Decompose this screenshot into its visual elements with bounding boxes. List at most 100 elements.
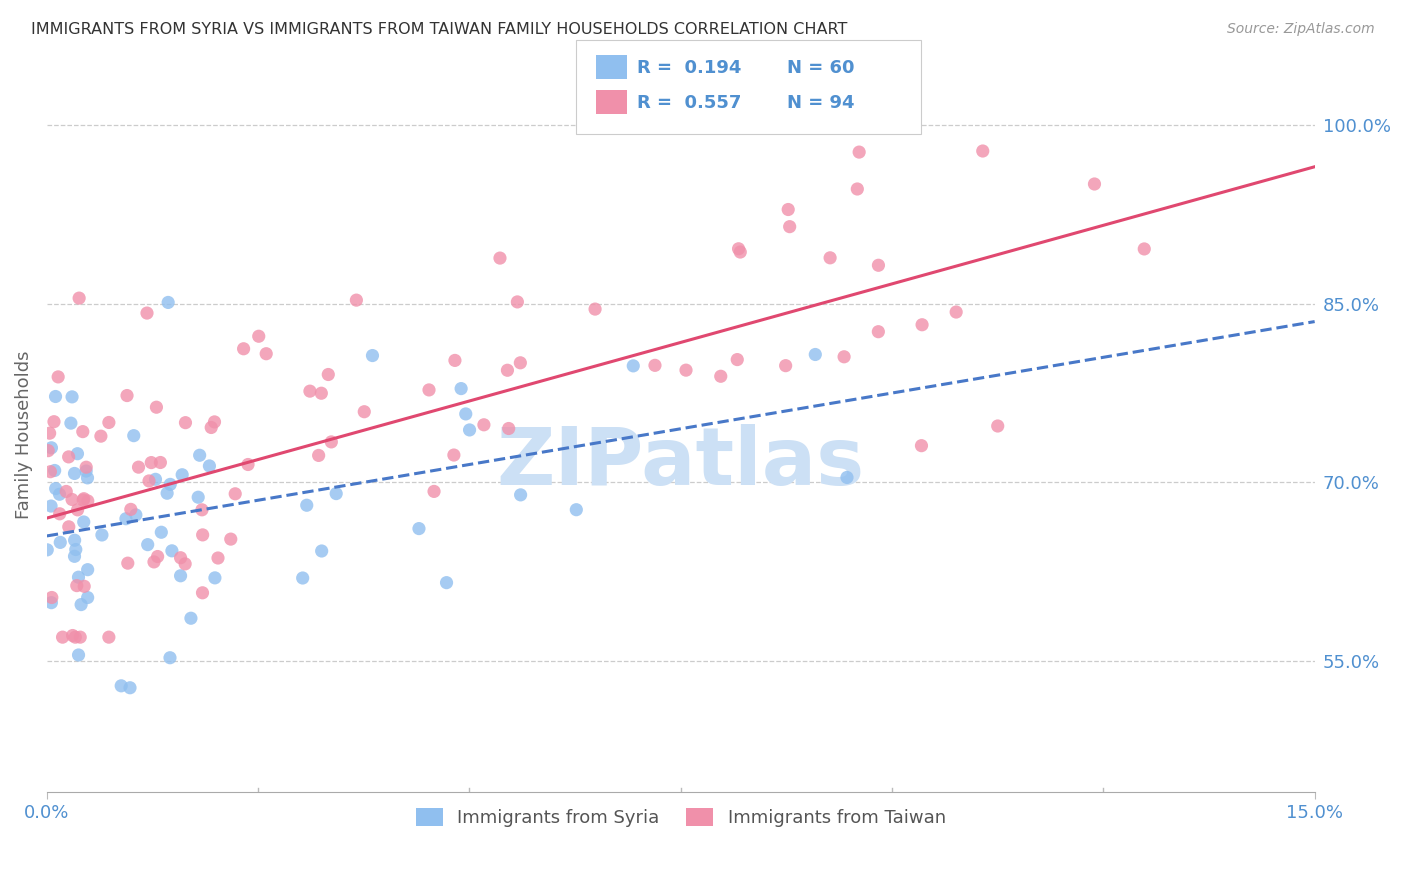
Point bbox=[160, 544, 183, 558]
Point bbox=[136, 538, 159, 552]
Point bbox=[63, 549, 86, 564]
Point bbox=[149, 455, 172, 469]
Point bbox=[247, 329, 270, 343]
Point bbox=[910, 439, 932, 453]
Point bbox=[344, 293, 367, 307]
Point bbox=[418, 383, 440, 397]
Point bbox=[90, 429, 112, 443]
Point bbox=[169, 550, 191, 565]
Point bbox=[55, 484, 77, 499]
Point bbox=[200, 420, 222, 434]
Point bbox=[51, 630, 73, 644]
Point bbox=[188, 448, 211, 462]
Point bbox=[44, 463, 66, 477]
Point bbox=[778, 202, 800, 217]
Point bbox=[316, 368, 339, 382]
Point bbox=[48, 507, 70, 521]
Point bbox=[174, 416, 197, 430]
Point bbox=[311, 386, 333, 401]
Text: N = 94: N = 94 bbox=[787, 94, 855, 112]
Point bbox=[76, 494, 98, 508]
Point bbox=[232, 342, 254, 356]
Point bbox=[45, 482, 67, 496]
Point bbox=[174, 557, 197, 571]
Point bbox=[115, 512, 138, 526]
Point bbox=[725, 352, 748, 367]
Point bbox=[63, 467, 86, 481]
Point bbox=[219, 532, 242, 546]
Point bbox=[254, 347, 277, 361]
Point bbox=[204, 571, 226, 585]
Point bbox=[897, 118, 920, 132]
Point bbox=[818, 251, 841, 265]
Point bbox=[1083, 177, 1105, 191]
Point bbox=[115, 388, 138, 402]
Point bbox=[311, 544, 333, 558]
Point bbox=[730, 245, 752, 260]
Point bbox=[804, 347, 827, 361]
Point bbox=[506, 294, 529, 309]
Point bbox=[565, 502, 588, 516]
Point bbox=[472, 417, 495, 432]
Point bbox=[454, 407, 477, 421]
Point bbox=[945, 305, 967, 319]
Point bbox=[41, 591, 63, 605]
Point bbox=[308, 449, 330, 463]
Point bbox=[187, 490, 209, 504]
Point bbox=[868, 325, 890, 339]
Point bbox=[779, 219, 801, 234]
Point bbox=[75, 460, 97, 475]
Point bbox=[621, 359, 644, 373]
Text: ZIPatlas: ZIPatlas bbox=[496, 425, 865, 502]
Point bbox=[444, 353, 467, 368]
Point bbox=[911, 318, 934, 332]
Point bbox=[159, 477, 181, 491]
Point bbox=[498, 421, 520, 435]
Point bbox=[191, 528, 214, 542]
Point bbox=[37, 443, 59, 458]
Point bbox=[44, 390, 66, 404]
Point bbox=[180, 611, 202, 625]
Point bbox=[775, 359, 797, 373]
Point bbox=[37, 542, 59, 557]
Point bbox=[62, 628, 84, 642]
Point bbox=[42, 415, 65, 429]
Point bbox=[76, 563, 98, 577]
Point bbox=[97, 416, 120, 430]
Point bbox=[69, 630, 91, 644]
Point bbox=[436, 575, 458, 590]
Point bbox=[423, 484, 446, 499]
Point bbox=[125, 508, 148, 522]
Point bbox=[73, 491, 96, 506]
Point bbox=[49, 535, 72, 549]
Point bbox=[987, 419, 1010, 434]
Point bbox=[65, 542, 87, 557]
Point bbox=[117, 556, 139, 570]
Point bbox=[489, 251, 512, 265]
Point bbox=[150, 525, 173, 540]
Point bbox=[120, 502, 142, 516]
Text: R =  0.557: R = 0.557 bbox=[637, 94, 741, 112]
Point bbox=[143, 555, 166, 569]
Point bbox=[443, 448, 465, 462]
Point bbox=[59, 416, 82, 430]
Point bbox=[122, 428, 145, 442]
Point bbox=[60, 492, 83, 507]
Point bbox=[236, 458, 259, 472]
Point bbox=[727, 242, 749, 256]
Point bbox=[70, 598, 93, 612]
Point bbox=[353, 405, 375, 419]
Point bbox=[90, 528, 112, 542]
Point bbox=[835, 470, 858, 484]
Point bbox=[496, 363, 519, 377]
Point bbox=[73, 579, 96, 593]
Point bbox=[298, 384, 321, 399]
Point bbox=[66, 503, 89, 517]
Point bbox=[157, 295, 180, 310]
Point bbox=[58, 450, 80, 464]
Point bbox=[72, 493, 94, 508]
Point bbox=[67, 648, 90, 662]
Point bbox=[172, 467, 194, 482]
Point bbox=[868, 258, 890, 272]
Point bbox=[41, 596, 63, 610]
